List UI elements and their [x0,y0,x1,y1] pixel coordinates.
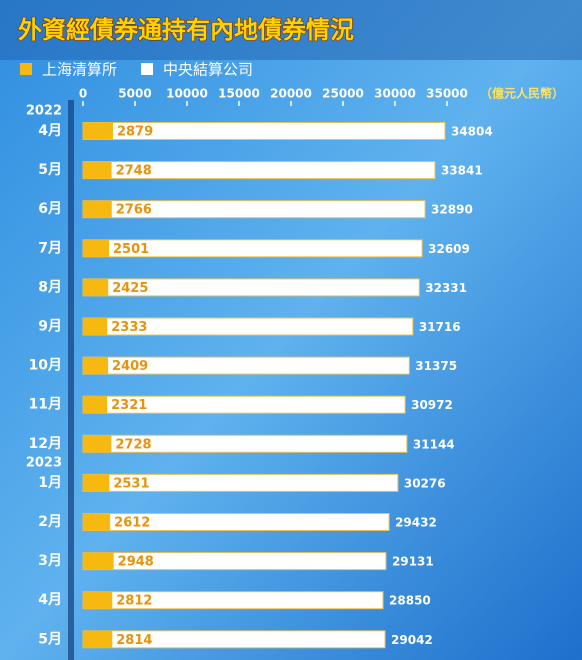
value-label: 31716 [419,320,461,334]
value-label: 2333 [111,320,147,335]
value-label: 2879 [117,125,153,140]
x-tick-label: 15000 [218,87,260,101]
x-tick-label: 5000 [118,87,151,101]
bar [83,161,112,179]
y-tick-label: 4月 [38,123,62,139]
y-tick-label: 6月 [38,201,62,217]
value-label: 2612 [114,516,150,531]
bar [83,552,114,570]
value-label: 30276 [404,476,446,490]
value-label: 28850 [389,594,431,608]
y-tick-label: 1月 [38,475,62,491]
value-label: 29131 [392,555,434,569]
x-tick-label: 10000 [166,87,208,101]
x-tick-label: 35000 [426,87,468,101]
bar [83,357,109,375]
value-label: 29432 [395,516,437,530]
bar [83,396,108,414]
value-label: 32890 [431,203,473,217]
y-tick-label: 11月 [29,397,62,413]
y-tick-label: 5月 [38,631,62,647]
value-label: 2531 [113,476,149,491]
y-tick-label: 4月 [38,592,62,608]
value-label: 31144 [413,437,455,451]
value-label: 32609 [428,242,470,256]
legend-swatch [141,63,154,75]
bar [83,435,112,453]
bar [83,278,109,296]
x-tick-label: 0 [79,87,87,101]
y-tick-label: 10月 [29,358,62,374]
group-label: 2022 [26,104,62,119]
value-label: 30972 [411,398,453,412]
value-label: 33841 [441,164,483,178]
x-tick-label: 30000 [374,87,416,101]
value-label: 2425 [112,281,148,296]
value-label: 2814 [116,633,152,648]
value-label: 2766 [116,203,152,218]
axis-strip [68,100,74,660]
bar [83,239,110,257]
bar [83,200,112,218]
y-tick-label: 3月 [38,553,62,569]
value-label: 2728 [115,437,151,452]
value-label: 2948 [118,555,154,570]
value-label: 2501 [113,242,149,257]
y-tick-label: 5月 [38,162,62,178]
bar [83,474,110,492]
legend-swatch [20,63,32,75]
y-tick-label: 2月 [38,514,62,530]
bar [83,630,113,648]
value-label: 32331 [425,281,467,295]
x-unit-label: （億元人民幣） [480,86,564,101]
bar [83,591,113,609]
value-label: 31375 [415,359,457,373]
bar [83,318,108,335]
legend-label: 中央結算公司 [163,61,253,79]
y-tick-label: 8月 [38,279,62,295]
y-tick-label: 12月 [29,436,62,452]
value-label: 29042 [391,633,433,647]
chart-title: 外資經債券通持有內地債券情況 [18,16,354,44]
value-label: 2321 [111,398,147,413]
legend-label: 上海清算所 [42,61,117,79]
y-tick-label: 7月 [38,240,62,256]
value-label: 2409 [112,359,148,374]
header-band [0,0,582,60]
value-label: 34804 [451,125,493,139]
x-tick-label: 25000 [322,87,364,101]
bar [83,122,113,140]
group-label: 2023 [26,455,62,470]
value-label: 2748 [116,164,152,179]
y-tick-label: 9月 [38,319,62,335]
value-label: 2812 [116,594,152,609]
bar [83,513,111,531]
x-tick-label: 20000 [270,87,312,101]
